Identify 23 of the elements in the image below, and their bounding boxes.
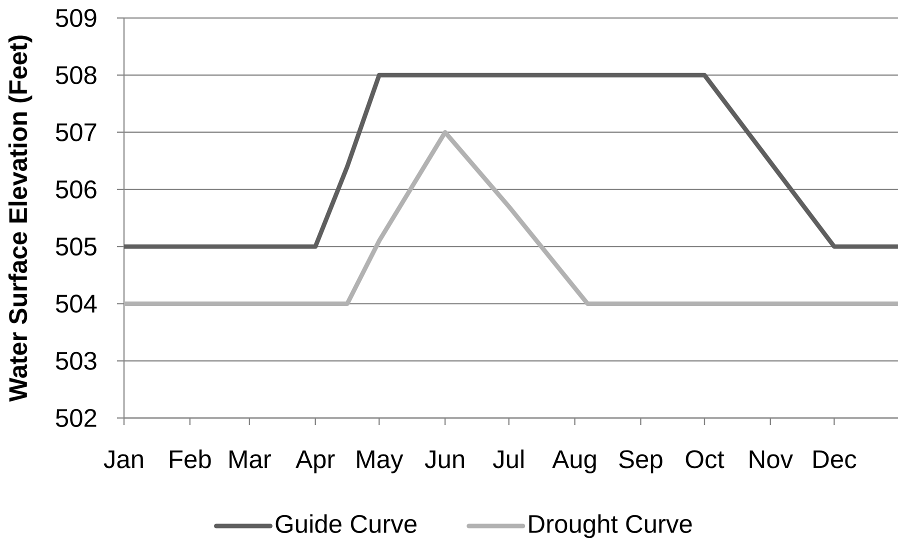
x-tick-label: Nov: [750, 450, 793, 468]
y-axis-title: Water Surface Elevation (Feet): [8, 36, 32, 402]
legend-label: Guide Curve: [276, 514, 416, 533]
x-tick-label: Dec: [814, 450, 856, 468]
x-tick-label: Mar: [230, 450, 271, 468]
x-tick-label: Jun: [424, 450, 464, 468]
y-tick-label: 504: [56, 294, 97, 313]
x-tick-label: Sep: [619, 450, 662, 474]
y-tick-label: 509: [56, 8, 96, 28]
x-tick-label: Apr: [296, 450, 335, 474]
y-tick-label: 502: [56, 408, 96, 428]
x-tick-label: May: [357, 450, 404, 474]
x-tick-label: Oct: [686, 450, 724, 468]
y-tick-label: 503: [56, 352, 96, 370]
x-tick-label: Aug: [552, 450, 596, 474]
y-tick-label: 506: [56, 180, 96, 198]
x-tick-label: Jul: [492, 450, 524, 468]
y-tick-label: 505: [56, 238, 96, 256]
y-tick-label: 507: [56, 123, 96, 142]
x-tick-label: Feb: [170, 450, 211, 468]
x-tick-label: Jan: [104, 450, 143, 468]
legend-label: Drought Curve: [529, 514, 692, 538]
y-tick-label: 508: [56, 66, 96, 84]
